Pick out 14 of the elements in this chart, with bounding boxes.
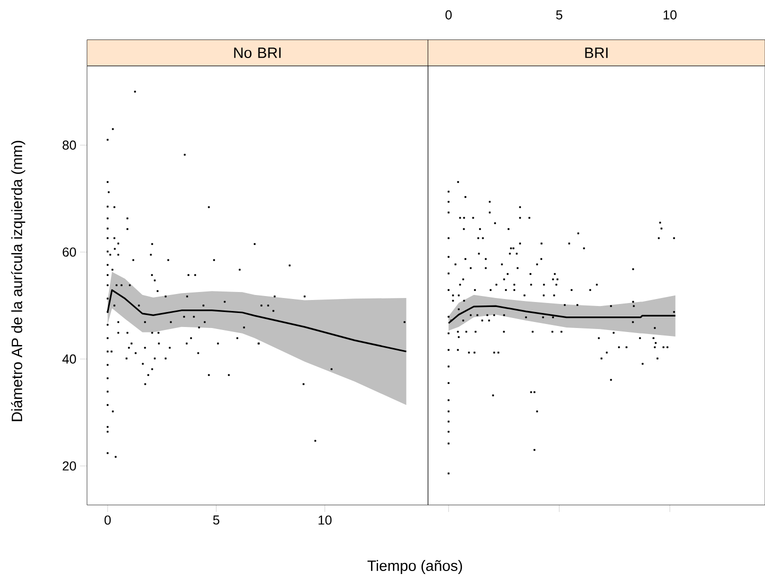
chart-title: No BRI bbox=[234, 48, 281, 58]
y-tick-label: 80 bbox=[62, 140, 76, 150]
x-tick-label: 10 bbox=[664, 10, 677, 20]
x-tick-label: 0 bbox=[445, 10, 452, 20]
x-tick-label: 5 bbox=[213, 516, 220, 525]
y-axis-title: Diámetro AP de la aurícula izquierda (mm) bbox=[11, 140, 26, 422]
x-tick-label: 10 bbox=[318, 516, 332, 525]
y-tick-label: 40 bbox=[62, 354, 76, 364]
y-tick-label: 20 bbox=[62, 461, 76, 471]
chart-title: BRI bbox=[585, 48, 608, 58]
y-tick-label: 60 bbox=[62, 247, 76, 257]
x-tick-label: 0 bbox=[104, 516, 111, 525]
x-axis-title: Tiempo (años) bbox=[367, 560, 462, 574]
x-tick-label: 5 bbox=[556, 10, 562, 20]
